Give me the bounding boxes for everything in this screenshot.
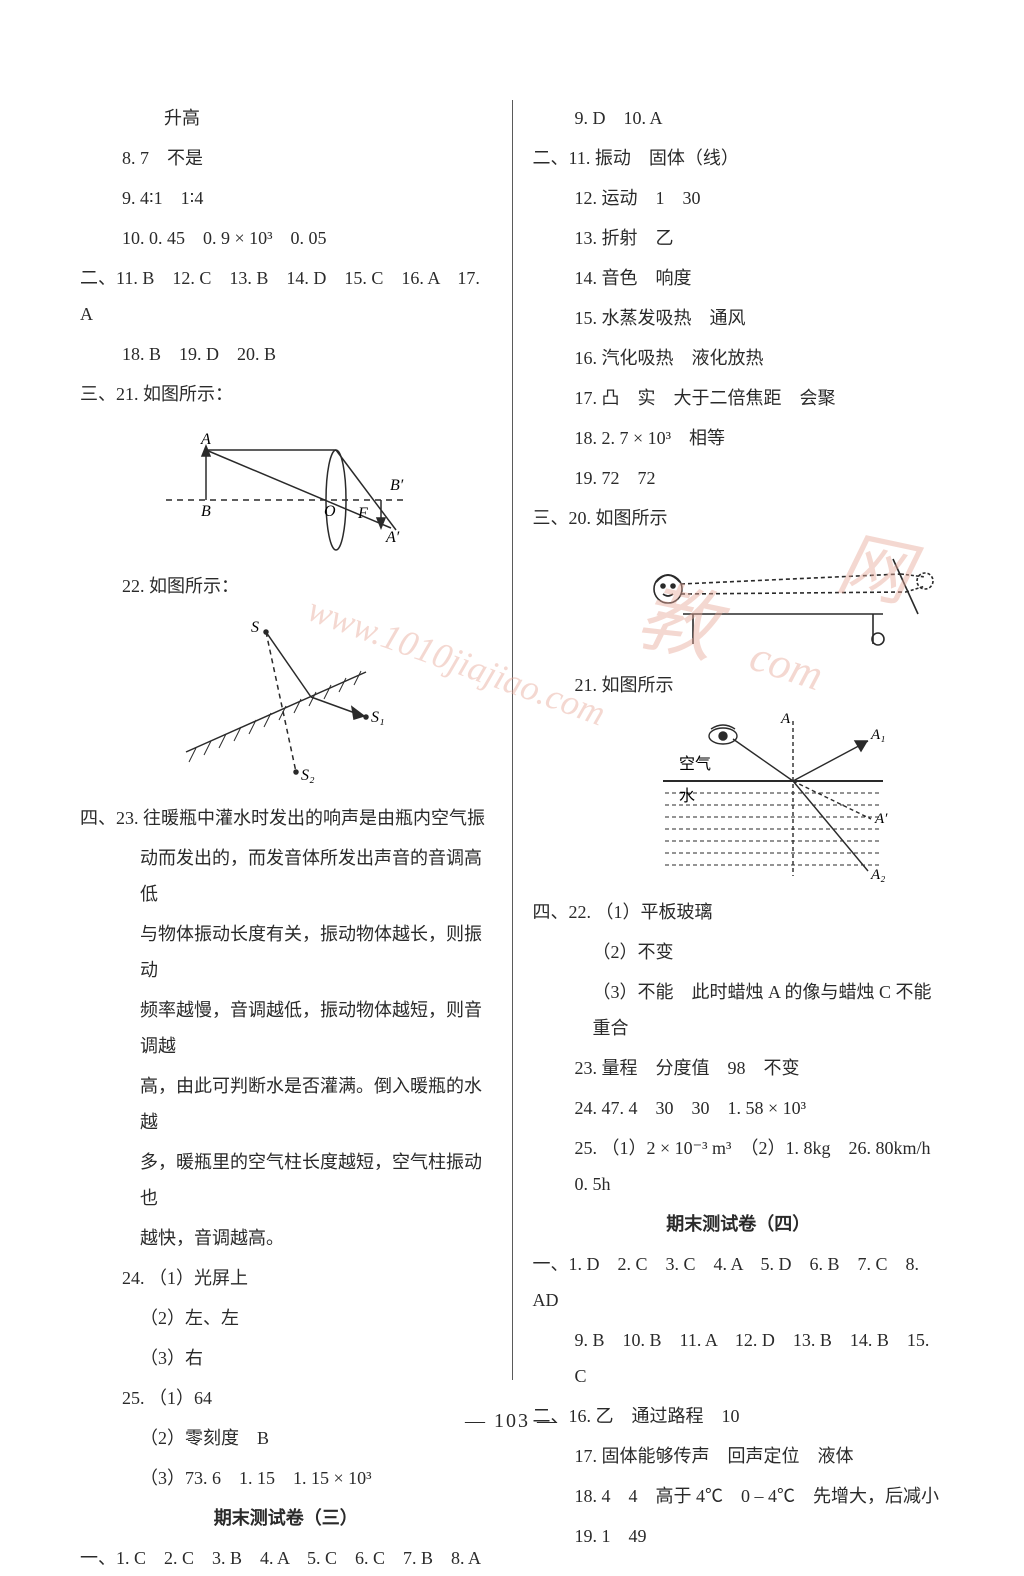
right-line2-2: （3）不能 此时蜡烛 A 的像与蜡烛 C 不能重合 <box>533 974 945 1046</box>
right-line2-4: 24. 47. 4 30 30 1. 58 × 10³ <box>533 1090 945 1126</box>
left-line2-14: 一、1. C 2. C 3. B 4. A 5. C 6. C 7. B 8. … <box>80 1540 492 1576</box>
label-S2: S₂ <box>301 767 315 784</box>
right-line-6: 16. 汽化吸热 液化放热 <box>533 340 945 376</box>
label-B: B <box>201 503 211 520</box>
right-line2-6: 期末测试卷（四） <box>533 1206 945 1242</box>
left-line-2: 9. 4∶1 1∶4 <box>80 180 492 216</box>
left-line2-6: 越快，音调越高。 <box>80 1220 492 1256</box>
right-column: 9. D 10. A 二、11. 振动 固体（线） 12. 运动 1 30 13. 折… <box>513 100 965 1380</box>
right-line-10: 三、20. 如图所示 <box>533 500 945 536</box>
right-line-3: 13. 折射 乙 <box>533 220 945 256</box>
left-line2-0: 四、23. 往暖瓶中灌水时发出的响声是由瓶内空气振 <box>80 800 492 836</box>
left-line-22: 22. 如图所示： <box>80 568 492 604</box>
right-line2-7: 一、1. D 2. C 3. C 4. A 5. D 6. B 7. C 8. … <box>533 1246 945 1318</box>
label-O: O <box>324 503 336 520</box>
left-line2-2: 与物体振动长度有关，振动物体越长，则振动 <box>80 916 492 988</box>
right-line2-0: 四、22. （1）平板玻璃 <box>533 894 945 930</box>
label-A: A <box>780 711 791 727</box>
left-column: 升高 8. 7 不是 9. 4∶1 1∶4 10. 0. 45 0. 9 × 10³ … <box>60 100 513 1380</box>
figure-refraction-diagram: 空气 水 A₁ A′ A₂ A <box>653 711 893 886</box>
label-air: 空气 <box>679 755 711 773</box>
page-number: — 103 — <box>0 1410 1024 1433</box>
right-lines-1: 9. D 10. A 二、11. 振动 固体（线） 12. 运动 1 30 13. 折… <box>533 100 945 536</box>
right-line-1: 二、11. 振动 固体（线） <box>533 140 945 176</box>
right-line2-8: 9. B 10. B 11. A 12. D 13. B 14. B 15. C <box>533 1322 945 1394</box>
right-lines-2: 四、22. （1）平板玻璃 （2）不变 （3）不能 此时蜡烛 A 的像与蜡烛 C 不… <box>533 894 945 1554</box>
left-line2-8: （2）左、左 <box>80 1300 492 1336</box>
left-line-3: 10. 0. 45 0. 9 × 10³ 0. 05 <box>80 220 492 256</box>
left-line2-5: 多，暖瓶里的空气柱长度越短，空气柱振动也 <box>80 1144 492 1216</box>
left-line2-12: （3）73. 6 1. 15 1. 15 × 10³ <box>80 1460 492 1496</box>
label-S: S <box>251 619 259 636</box>
right-line-4: 14. 音色 响度 <box>533 260 945 296</box>
left-lines-1: 升高 8. 7 不是 9. 4∶1 1∶4 10. 0. 45 0. 9 × 10³ … <box>80 100 492 412</box>
right-line-0: 9. D 10. A <box>533 100 945 136</box>
label-S1: S₁ <box>371 709 385 726</box>
left-line2-7: 24. （1）光屏上 <box>80 1260 492 1296</box>
right-line-21: 21. 如图所示 <box>533 667 945 703</box>
label-Ap: A′ <box>874 811 888 827</box>
left-line-0: 升高 <box>80 100 492 136</box>
right-line-5: 15. 水蒸发吸热 通风 <box>533 300 945 336</box>
label-F: F <box>357 505 368 522</box>
left-line2-13: 期末测试卷（三） <box>80 1500 492 1536</box>
figure-person-table <box>623 544 943 659</box>
left-lines-2: 四、23. 往暖瓶中灌水时发出的响声是由瓶内空气振动而发出的，而发音体所发出声音… <box>80 800 492 1576</box>
left-line-4: 二、11. B 12. C 13. B 14. D 15. C 16. A 17… <box>80 260 492 332</box>
left-line-6: 三、21. 如图所示： <box>80 376 492 412</box>
left-line2-4: 高，由此可判断水是否灌满。倒入暖瓶的水越 <box>80 1068 492 1140</box>
right-line-9: 19. 72 72 <box>533 460 945 496</box>
right-line2-10: 17. 固体能够传声 回声定位 液体 <box>533 1438 945 1474</box>
label-A2: A₂ <box>870 867 885 883</box>
label-Bp: B′ <box>390 477 404 494</box>
figure-lens-diagram: A B O F B′ A′ <box>146 420 426 560</box>
right-line-7: 17. 凸 实 大于二倍焦距 会聚 <box>533 380 945 416</box>
figure-mirror-diagram: S S₁ S₂ <box>156 612 416 792</box>
right-line2-1: （2）不变 <box>533 934 945 970</box>
label-Ap: A′ <box>385 529 400 546</box>
left-line2-3: 频率越慢，音调越低，振动物体越短，则音调越 <box>80 992 492 1064</box>
label-A: A <box>200 431 211 448</box>
right-line-2: 12. 运动 1 30 <box>533 180 945 216</box>
right-line2-3: 23. 量程 分度值 98 不变 <box>533 1050 945 1086</box>
left-line2-9: （3）右 <box>80 1340 492 1376</box>
left-line-1: 8. 7 不是 <box>80 140 492 176</box>
right-line2-12: 19. 1 49 <box>533 1518 945 1554</box>
label-A1: A₁ <box>870 727 885 743</box>
right-line-8: 18. 2. 7 × 10³ 相等 <box>533 420 945 456</box>
left-line2-1: 动而发出的，而发音体所发出声音的音调高低 <box>80 840 492 912</box>
right-line2-11: 18. 4 4 高于 4℃ 0 – 4℃ 先增大，后减小 <box>533 1478 945 1514</box>
right-line2-5: 25. （1）2 × 10⁻³ m³ （2）1. 8kg 26. 80km/h … <box>533 1130 945 1202</box>
left-line-5: 18. B 19. D 20. B <box>80 336 492 372</box>
label-water: 水 <box>679 787 695 805</box>
